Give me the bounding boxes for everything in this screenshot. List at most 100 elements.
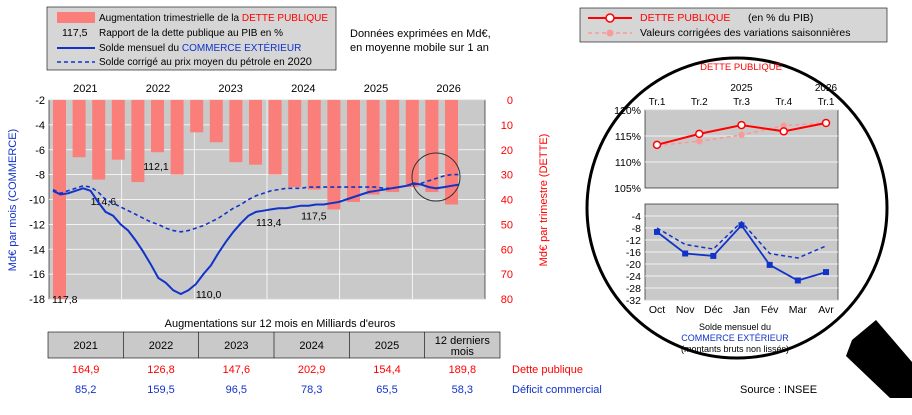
inset-debt-corrected-point — [738, 131, 745, 139]
inset-debt-ytick: 110% — [615, 157, 641, 169]
year-label: 2025 — [364, 83, 388, 95]
table-title: Augmentations sur 12 mois en Milliards d… — [165, 318, 396, 330]
right-tick-label: 70 — [501, 269, 513, 281]
table-header: 2021 — [73, 340, 97, 352]
inset-debt-point — [779, 127, 788, 136]
table-cell: 147,6 — [223, 364, 251, 376]
table-cell: 58,3 — [452, 384, 473, 396]
inset-commerce-point — [710, 252, 717, 259]
table-header: 2023 — [224, 340, 248, 352]
year-label: 2026 — [436, 83, 460, 95]
debt-bar — [307, 100, 321, 190]
debt-bar — [425, 100, 439, 193]
table-header: 2025 — [375, 340, 399, 352]
row-label-deficit: Déficit commercial — [512, 384, 602, 396]
debt-bar — [53, 100, 66, 299]
ratio-label: 112,1 — [143, 161, 169, 173]
debt-bar — [111, 100, 125, 160]
debt-bar — [131, 100, 145, 183]
inset-debt-point — [821, 118, 831, 128]
legend-debt-text: Augmentation trimestrielle de la DETTE P… — [99, 13, 328, 24]
inset-month-label: Oct — [649, 304, 665, 316]
debt-bar — [268, 100, 282, 175]
table-cell: 96,5 — [226, 384, 247, 396]
inset-legend: DETTE PUBLIQUE (en % du PIB) Valeurs cor… — [579, 7, 888, 43]
left-tick-label: -4 — [35, 120, 45, 132]
inset-legend-debt-suffix: (en % du PIB) — [748, 12, 813, 24]
left-tick-label: -16 — [29, 269, 45, 281]
debt-bar — [229, 100, 243, 163]
inset-commerce-ytick: -20 — [626, 259, 641, 271]
left-tick-label: -8 — [35, 170, 45, 182]
inset-commerce-ytick: -12 — [626, 235, 641, 247]
year-label: 2022 — [146, 83, 170, 95]
inset-commerce-ytick: -4 — [632, 211, 641, 223]
inset-caption-line2: COMMERCE EXTÉRIEUR — [681, 333, 789, 343]
inset-commerce-point — [823, 269, 829, 276]
ratio-label: 113,4 — [256, 217, 282, 229]
inset-year-label: 2025 — [730, 83, 753, 94]
table-cell: 85,2 — [75, 384, 96, 396]
left-tick-label: -10 — [29, 195, 45, 207]
inset-commerce-ytick: -28 — [626, 283, 641, 295]
right-tick-label: 10 — [501, 120, 513, 132]
magnifier-handle — [846, 320, 912, 398]
table-cell: 164,9 — [72, 364, 100, 376]
right-tick-label: 80 — [501, 294, 513, 306]
inset-month-label: Mar — [789, 304, 808, 316]
inset-caption-line1: Solde mensuel du — [699, 322, 771, 332]
inset-debt-point — [737, 120, 746, 130]
debt-bar — [249, 100, 262, 165]
right-tick-label: 0 — [507, 95, 513, 107]
main-legend: Augmentation trimestrielle de la DETTE P… — [46, 6, 337, 71]
source-note: Source : INSEE — [740, 384, 817, 396]
ratio-label: 110,0 — [196, 289, 222, 301]
inset-month-label: Déc — [704, 304, 723, 316]
table-header: 12 derniers — [435, 335, 491, 347]
inset-month-label: Avr — [818, 304, 834, 316]
table-header: 2024 — [299, 340, 323, 352]
inset-commerce-point — [738, 222, 745, 229]
year-label: 2024 — [291, 83, 315, 95]
inset-commerce-ytick: -16 — [626, 247, 641, 259]
table-cell: 126,8 — [147, 364, 175, 376]
left-tick-label: -12 — [29, 219, 45, 231]
inset-quarter-label: Tr.3 — [733, 97, 750, 108]
debt-bar — [151, 100, 164, 153]
debt-bar — [445, 100, 458, 205]
legend-ratio-sample: 117,5 — [62, 27, 88, 39]
ratio-label: 117,8 — [52, 294, 78, 306]
ratio-label: 117,5 — [301, 211, 327, 223]
table-cell: 154,4 — [373, 364, 401, 376]
inset-debt-ytick: 105% — [614, 183, 641, 195]
debt-bar — [366, 100, 380, 195]
inset-commerce-point — [682, 250, 689, 257]
inset-month-label: Fév — [761, 304, 779, 316]
inset-commerce-point — [654, 228, 660, 235]
inset-year-label: 2026 — [815, 83, 838, 94]
year-label: 2023 — [218, 83, 242, 95]
focus-circle — [411, 152, 461, 202]
inset-debt-corrected-point — [780, 122, 787, 129]
debt-bar — [72, 100, 86, 158]
left-tick-label: -18 — [29, 294, 45, 306]
table-header: 2022 — [149, 340, 173, 352]
right-tick-label: 60 — [501, 244, 513, 256]
units-note-line2: en moyenne mobile sur 1 an — [350, 42, 489, 54]
debt-bar — [327, 100, 341, 210]
table-cell: 78,3 — [301, 384, 322, 396]
debt-bar — [190, 100, 204, 133]
commerce-balance-line — [52, 182, 460, 296]
right-tick-label: 50 — [501, 219, 513, 231]
inset-commerce-ytick: -8 — [632, 223, 641, 235]
row-label-dette: Dette publique — [512, 364, 583, 376]
table-cell: 202,9 — [298, 364, 326, 376]
inset-debt-title: DETTE PUBLIQUE — [700, 62, 782, 73]
units-note-line1: Données exprimées en Md€, — [350, 28, 491, 40]
left-axis-label: Md€ par mois (COMMERCE) — [7, 129, 19, 271]
inset-commerce-corrected-line — [656, 220, 827, 259]
table-cell: 65,5 — [376, 384, 397, 396]
inset-legend-debt: DETTE PUBLIQUE — [640, 12, 730, 24]
right-tick-label: 40 — [501, 195, 513, 207]
